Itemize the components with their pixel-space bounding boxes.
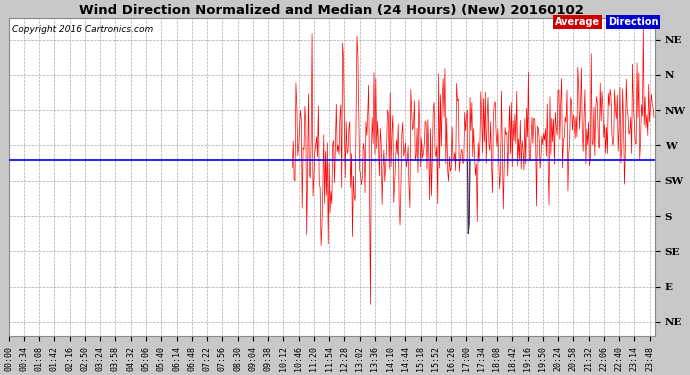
Text: Average: Average — [555, 17, 600, 27]
Title: Wind Direction Normalized and Median (24 Hours) (New) 20160102: Wind Direction Normalized and Median (24… — [79, 4, 584, 17]
Text: Copyright 2016 Cartronics.com: Copyright 2016 Cartronics.com — [12, 25, 153, 34]
Text: Direction: Direction — [608, 17, 658, 27]
